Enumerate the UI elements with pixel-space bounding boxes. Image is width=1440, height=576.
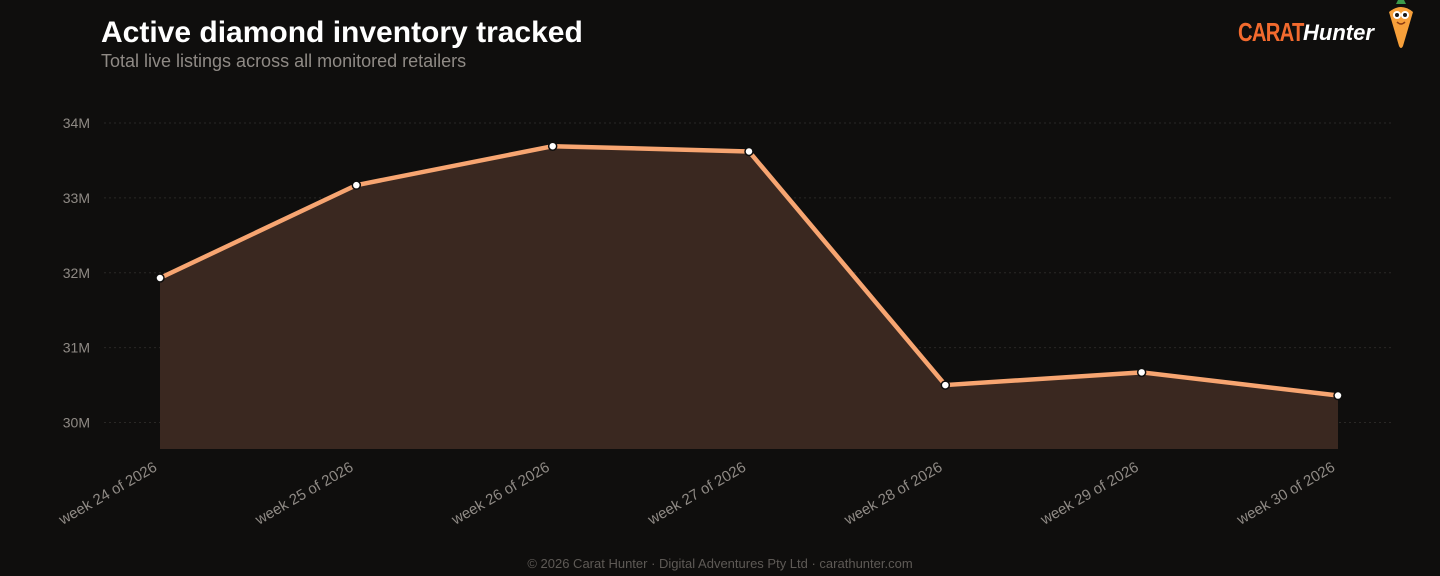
data-point[interactable] (155, 273, 165, 283)
series-area (160, 146, 1338, 449)
carrot-mascot-icon (1386, 0, 1416, 55)
chart-title: Active diamond inventory tracked (101, 16, 583, 49)
data-point[interactable] (940, 380, 951, 390)
y-tick-label: 31M (63, 340, 90, 356)
x-tick-label: week 24 of 2026 (55, 459, 160, 529)
y-axis-ticks: 30M 31M 32M 33M 34M (63, 115, 90, 431)
data-point[interactable] (547, 141, 558, 151)
data-point[interactable] (1136, 367, 1147, 378)
y-tick-label: 32M (63, 265, 90, 281)
brand-hunter-wordmark: Hunter (1303, 20, 1374, 45)
data-point[interactable] (351, 180, 362, 190)
chart-subtitle: Total live listings across all monitored… (101, 51, 467, 71)
data-points (155, 141, 1343, 401)
x-tick-label: week 30 of 2026 (1233, 459, 1338, 529)
y-tick-label: 34M (63, 115, 90, 131)
x-tick-label: week 26 of 2026 (448, 459, 553, 529)
area-fill (160, 146, 1338, 449)
brand-logo[interactable]: CARAT Hunter (1238, 0, 1416, 52)
x-tick-label: week 29 of 2026 (1037, 459, 1142, 529)
data-point[interactable] (1333, 390, 1343, 401)
x-tick-label: week 28 of 2026 (841, 459, 946, 529)
y-tick-label: 33M (63, 190, 90, 206)
x-tick-label: week 25 of 2026 (252, 459, 357, 529)
data-point[interactable] (744, 146, 754, 157)
footer-credit: © 2026 Carat Hunter · Digital Adventures… (527, 556, 913, 571)
x-tick-label: week 27 of 2026 (644, 459, 749, 529)
x-axis-ticks: week 24 of 2026 week 25 of 2026 week 26 of… (55, 459, 1338, 529)
y-tick-label: 30M (63, 415, 90, 431)
